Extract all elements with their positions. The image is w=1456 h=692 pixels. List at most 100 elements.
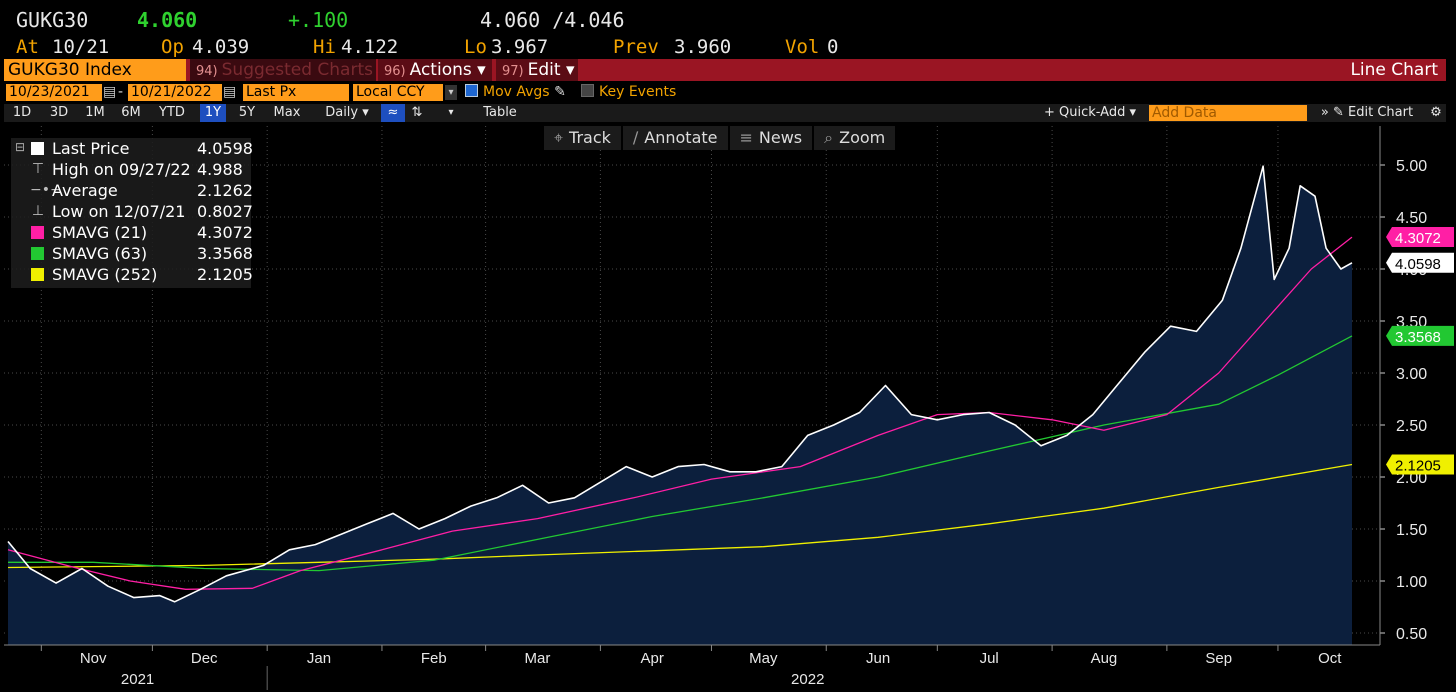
x-tick-label: May — [749, 650, 778, 667]
open-value: 4.039 — [192, 36, 250, 58]
chevron-down-icon[interactable]: ▾ — [448, 107, 454, 118]
low-value: 3.967 — [491, 36, 549, 58]
bid-ask: 4.060 /4.046 — [480, 8, 625, 32]
period-1d[interactable]: 1D — [12, 105, 32, 120]
price-area — [8, 166, 1352, 645]
legend-label: Low on 12/07/21 — [52, 202, 186, 221]
security-field[interactable]: GUKG30 Index — [4, 59, 186, 81]
field-select[interactable]: Last Px — [243, 84, 349, 101]
chart-legend[interactable]: ⊟ Last Price 4.0598 ⊤ High on 09/27/22 4… — [11, 138, 253, 288]
quick-add-button[interactable]: + Quick-Add ▾ — [1043, 105, 1136, 120]
legend-label: SMAVG (21) — [52, 223, 148, 242]
x-tick-label: Feb — [421, 650, 447, 667]
value-tag — [1386, 454, 1454, 475]
key-events-toggle[interactable]: Key Events — [581, 84, 676, 101]
y-tick-label: 5.00 — [1396, 158, 1427, 175]
mov-avgs-toggle[interactable]: Mov Avgs ✎ — [465, 84, 566, 101]
x-tick-label: Dec — [191, 650, 218, 667]
legend-item[interactable]: SMAVG (63) 3.3568 — [11, 243, 253, 264]
actions-menu[interactable]: 96) Actions ▾ — [378, 59, 492, 81]
value-tag — [1386, 252, 1454, 273]
value-tag-label: 3.3568 — [1395, 329, 1441, 346]
news-tool[interactable]: ≡ News — [729, 126, 813, 150]
legend-value: 4.0598 — [197, 139, 253, 158]
legend-item[interactable]: ⊤ High on 09/27/22 4.988 — [11, 159, 251, 180]
high-marker-icon: ⊤ — [31, 161, 45, 177]
legend-value: 0.8027 — [197, 202, 253, 221]
x-tick-label: Jan — [307, 650, 331, 667]
track-tool[interactable]: ⌖ Track — [544, 126, 621, 150]
period-bar: 1D 3D 1M 6M YTD 1Y 5Y Max Daily ▾ ≈ ⇅ ▾ … — [4, 104, 1446, 122]
zoom-tool[interactable]: ⌕ Zoom — [814, 126, 896, 150]
calendar-icon[interactable]: ▤ — [223, 84, 237, 100]
low-label: Lo — [464, 36, 487, 58]
period-ytd[interactable]: YTD — [159, 105, 185, 120]
calendar-icon[interactable]: ▤ — [103, 84, 117, 100]
legend-item[interactable]: ⊥ Low on 12/07/21 0.8027 — [11, 201, 253, 222]
x-tick-label: Apr — [641, 650, 664, 667]
line-chart-icon[interactable]: ≈ — [381, 104, 405, 122]
key-events-label: Key Events — [599, 84, 677, 100]
pencil-icon[interactable]: ✎ — [554, 84, 566, 100]
news-icon: ≡ — [739, 128, 753, 147]
last-price: 4.060 — [137, 8, 198, 32]
checkbox-unchecked-icon[interactable] — [581, 84, 594, 97]
legend-value: 2.1205 — [197, 265, 253, 284]
swatch-icon — [31, 142, 44, 155]
frequency-select[interactable]: Daily ▾ — [325, 105, 369, 120]
average-marker-icon: −•− — [30, 182, 62, 198]
annotate-icon: ∕ — [632, 128, 639, 147]
net-change: +.100 — [288, 8, 349, 32]
x-tick-label: Jun — [866, 650, 890, 667]
table-button[interactable]: Table — [483, 105, 517, 120]
value-tag — [1386, 325, 1454, 346]
legend-value: 4.988 — [197, 160, 243, 179]
x-tick-label: Jul — [980, 650, 999, 667]
currency-select[interactable]: Local CCY — [353, 84, 443, 101]
suggested-charts-button[interactable]: 94) Suggested Charts — [190, 59, 376, 81]
legend-item[interactable]: SMAVG (252) 2.1205 — [11, 264, 253, 285]
bar-type-icon[interactable]: ⇅ — [411, 105, 423, 120]
period-1y[interactable]: 1Y — [200, 104, 226, 122]
legend-item[interactable]: SMAVG (21) 4.3072 — [11, 222, 253, 243]
legend-label: High on 09/27/22 — [52, 160, 191, 179]
legend-value: 2.1262 — [197, 181, 253, 200]
swatch-icon — [31, 268, 44, 281]
y-tick-label: 0.50 — [1396, 626, 1427, 643]
mov-avgs-label: Mov Avgs — [483, 84, 550, 100]
gear-icon[interactable]: ⚙ — [1430, 105, 1442, 120]
period-6m[interactable]: 6M — [121, 105, 141, 120]
high-label: Hi — [313, 36, 336, 58]
chevron-down-icon[interactable]: ▾ — [445, 85, 457, 100]
menu-bar: GUKG30 Index 94) Suggested Charts 96) Acti… — [4, 59, 1446, 81]
legend-item[interactable]: Last Price 4.0598 — [11, 138, 253, 159]
series-line-smavg-63 — [8, 335, 1353, 572]
add-data-input[interactable]: Add Data — [1149, 105, 1307, 121]
edit-chart-button[interactable]: » ✎ Edit Chart — [1320, 105, 1414, 120]
year-label: 2022 — [791, 671, 824, 688]
y-tick-label: 4.50 — [1396, 210, 1427, 227]
collapse-icon[interactable]: ⊟ — [15, 140, 26, 154]
x-tick-label: Aug — [1091, 650, 1118, 667]
y-tick-label: 3.00 — [1396, 366, 1427, 383]
period-1m[interactable]: 1M — [85, 105, 105, 120]
actions-label: Actions ▾ — [409, 60, 486, 80]
period-max[interactable]: Max — [273, 105, 301, 120]
legend-item[interactable]: −•− Average 2.1262 — [11, 180, 253, 201]
ticker: GUKG30 — [16, 8, 89, 32]
edit-label: Edit ▾ — [527, 60, 575, 80]
period-5y[interactable]: 5Y — [238, 105, 256, 120]
zoom-icon: ⌕ — [824, 128, 834, 147]
y-tick-label: 1.00 — [1396, 574, 1427, 591]
end-date-field[interactable]: 10/21/2022 — [128, 84, 222, 101]
checkbox-checked-icon[interactable] — [465, 84, 478, 97]
at-value: 10/21 — [52, 36, 110, 58]
edit-menu[interactable]: 97) Edit ▾ — [496, 59, 578, 81]
start-date-field[interactable]: 10/23/2021 — [6, 84, 102, 101]
annotate-tool[interactable]: ∕ Annotate — [622, 126, 728, 150]
series-line-smavg-21 — [7, 236, 1353, 590]
period-3d[interactable]: 3D — [49, 105, 69, 120]
series-line-last-price — [7, 165, 1353, 603]
legend-label: SMAVG (63) — [52, 244, 148, 263]
